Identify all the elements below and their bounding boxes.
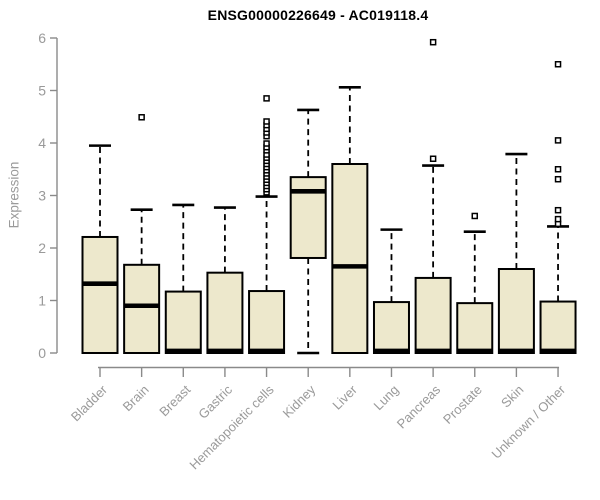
x-tick-label-prostate: Prostate <box>440 382 485 427</box>
outlier-point <box>471 212 479 220</box>
boxplot-unknown-other <box>539 61 577 354</box>
boxplot-kidney <box>289 108 327 355</box>
boxplot-hematopoietic-cells <box>248 95 286 354</box>
boxplot-gastric <box>206 206 244 354</box>
y-tick-label: 3 <box>38 188 46 204</box>
x-tick-label-liver: Liver <box>329 382 360 413</box>
boxplot-prostate <box>456 212 494 354</box>
y-tick-label: 1 <box>38 293 46 309</box>
iqr-box <box>81 235 119 355</box>
iqr-box <box>123 263 161 354</box>
x-tick-label-pancreas: Pancreas <box>394 382 444 432</box>
x-tick-label-gastric: Gastric <box>195 382 235 422</box>
x-tick-label-lung: Lung <box>371 382 402 413</box>
outlier-point <box>554 206 562 214</box>
x-tick-label-brain: Brain <box>120 382 152 414</box>
outlier-point <box>429 38 437 46</box>
boxplot-skin <box>497 152 535 354</box>
y-tick-label: 6 <box>38 30 46 46</box>
outlier-point <box>554 61 562 68</box>
boxplot-lung <box>372 228 410 355</box>
iqr-box <box>248 290 286 354</box>
x-tick-label-bladder: Bladder <box>68 382 111 425</box>
iqr-box <box>539 300 577 354</box>
outlier-point <box>263 95 270 102</box>
outlier-point <box>263 140 270 147</box>
boxplot-liver <box>331 86 369 354</box>
y-tick-label: 0 <box>38 345 46 361</box>
boxplot-brain <box>123 114 161 354</box>
x-tick-label-kidney: Kidney <box>280 382 319 421</box>
boxplot-breast <box>164 203 202 355</box>
chart-title: ENSG00000226649 - AC019118.4 <box>207 7 429 23</box>
boxplot-pancreas <box>414 38 452 354</box>
outlier-point <box>263 118 270 125</box>
y-tick-label: 5 <box>38 83 46 99</box>
iqr-box <box>372 301 410 355</box>
x-tick-label-skin: Skin <box>498 382 526 410</box>
outlier-point <box>554 215 562 223</box>
iqr-box <box>206 271 244 354</box>
iqr-box <box>414 276 452 354</box>
iqr-box <box>497 268 535 354</box>
boxplot-bladder <box>81 144 119 355</box>
iqr-box <box>164 290 202 355</box>
outlier-point <box>429 155 437 162</box>
x-tick-label-breast: Breast <box>156 382 193 419</box>
outlier-point <box>554 137 562 144</box>
iqr-box <box>456 302 494 354</box>
y-tick-label: 2 <box>38 240 46 256</box>
outlier-point <box>554 175 562 183</box>
y-tick-label: 4 <box>38 135 46 151</box>
iqr-box <box>331 163 369 354</box>
x-tick-label-unknown-other: Unknown / Other <box>489 382 569 462</box>
outlier-point <box>554 166 562 173</box>
outlier-point <box>138 114 145 121</box>
